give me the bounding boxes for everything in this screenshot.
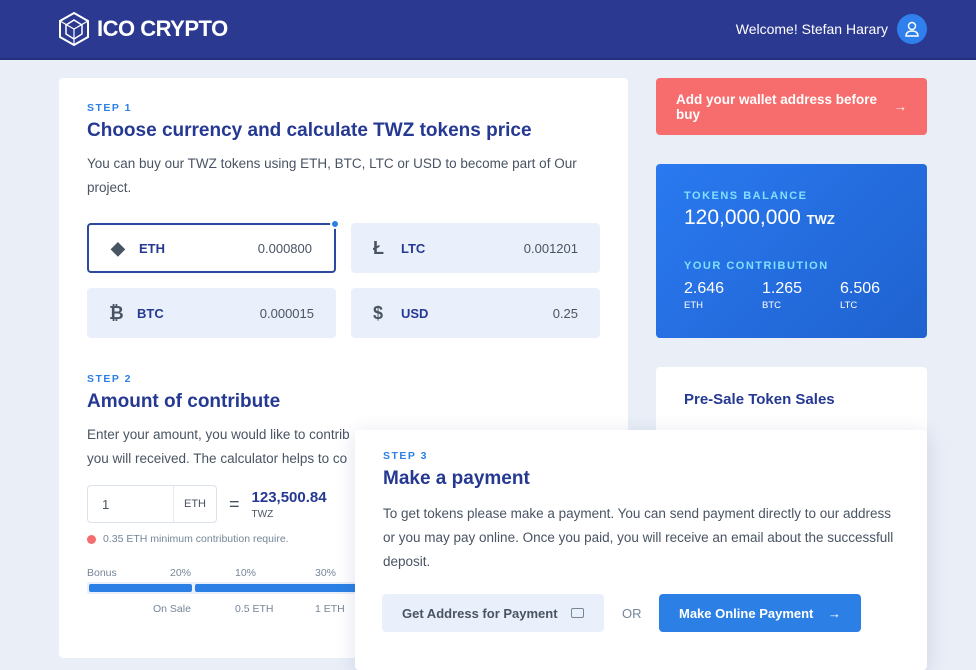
step3-description: To get tokens please make a payment. You… [383,506,894,569]
online-payment-label: Make Online Payment [679,605,814,621]
currency-name: LTC [401,240,426,256]
contribution-btc: 1.265 BTC [762,280,840,311]
contribution-value: 1.265 [762,280,803,297]
bonus-percent: 10% [235,567,257,579]
minimum-warning: 0.35 ETH minimum contribution require. [103,533,289,545]
step1-title: Choose currency and calculate TWZ tokens… [87,120,532,141]
amount-input[interactable]: 1 ETH [87,485,217,523]
arrow-right-icon: → [828,605,841,621]
token-result: 123,500.84 [251,488,327,506]
step3-label: STEP 3 [383,450,428,462]
presale-title: Pre-Sale Token Sales [684,391,835,408]
dollar-icon: $ [373,302,384,323]
contribution-unit: BTC [762,300,781,311]
currency-option-usd[interactable]: $ USD 0.25 [351,288,600,338]
get-address-button[interactable]: Get Address for Payment [382,594,604,632]
user-icon [905,21,919,37]
bonus-stage: 1 ETH [315,603,345,615]
bonus-percent: 30% [315,567,337,579]
contribution-value: 2.646 [684,280,725,297]
logo[interactable]: ICO CRYPTO [57,11,228,47]
error-icon [87,534,96,544]
currency-name: ETH [139,240,165,256]
equals-sign: = [229,493,240,514]
step1-label: STEP 1 [87,102,132,114]
add-wallet-alert[interactable]: Add your wallet address before buy → [656,78,927,135]
bonus-stage: On Sale [153,603,191,615]
bonus-segment [195,584,385,592]
step1-description: You can buy our TWZ tokens using ETH, BT… [87,156,577,195]
contribution-eth: 2.646 ETH [684,280,762,311]
bonus-segment [89,584,192,592]
logo-icon [59,11,89,47]
wallet-alert-text: Add your wallet address before buy [676,91,878,122]
token-purchase-card: STEP 1 Choose currency and calculate TWZ… [59,78,628,658]
selected-dot [330,219,340,229]
bonus-label: Bonus [87,567,117,579]
balance-label: TOKENS BALANCE [684,190,808,202]
or-separator: OR [622,606,642,621]
contribution-unit: LTC [840,300,858,311]
bitcoin-icon: ₿ [109,302,124,323]
brand-name: ICO CRYPTO [97,16,228,41]
bonus-stage: 0.5 ETH [235,603,274,615]
balance-unit: TWZ [806,212,835,227]
contribution-label: YOUR CONTRIBUTION [684,260,829,272]
make-online-payment-button[interactable]: Make Online Payment → [659,594,861,632]
token-result-unit: TWZ [251,508,274,520]
step3-title: Make a payment [383,468,530,489]
contribution-ltc: 6.506 LTC [840,280,918,311]
currency-name: USD [401,305,429,321]
wallet-icon [571,608,584,618]
arrow-right-icon: → [893,99,908,114]
welcome-text: Welcome! Stefan Harary [735,21,888,37]
currency-option-ltc[interactable]: Ł LTC 0.001201 [351,223,600,273]
step2-description-line2: you will received. The calculator helps … [87,451,348,466]
contribution-value: 6.506 [840,280,881,297]
currency-option-eth[interactable]: ◆ ETH 0.000800 [87,219,340,273]
currency-name: BTC [137,305,164,321]
step2-description-line1: Enter your amount, you would like to con… [87,427,350,442]
amount-value: 1 [102,496,110,512]
ethereum-icon: ◆ [111,237,125,258]
payment-card: STEP 3 Make a payment To get tokens plea… [355,430,927,670]
top-header: ICO CRYPTO Welcome! Stefan Harary [0,0,976,60]
currency-option-btc[interactable]: ₿ BTC 0.000015 [87,288,336,338]
amount-unit: ETH [173,486,206,522]
bonus-percent: 20% [170,567,192,579]
step2-title: Amount of contribute [87,391,281,412]
contribution-unit: ETH [684,300,703,311]
currency-price: 0.25 [552,305,578,321]
user-avatar[interactable] [897,14,927,44]
litecoin-icon: Ł [373,237,384,258]
balance-amount: 120,000,000 [684,206,801,229]
currency-price: 0.000800 [257,240,312,256]
step2-label: STEP 2 [87,373,132,385]
bonus-progress-bar [87,582,387,594]
currency-price: 0.001201 [523,240,578,256]
tokens-balance-card: TOKENS BALANCE 120,000,000 TWZ YOUR CONT… [656,164,927,338]
currency-price: 0.000015 [259,305,314,321]
get-address-label: Get Address for Payment [402,605,558,621]
